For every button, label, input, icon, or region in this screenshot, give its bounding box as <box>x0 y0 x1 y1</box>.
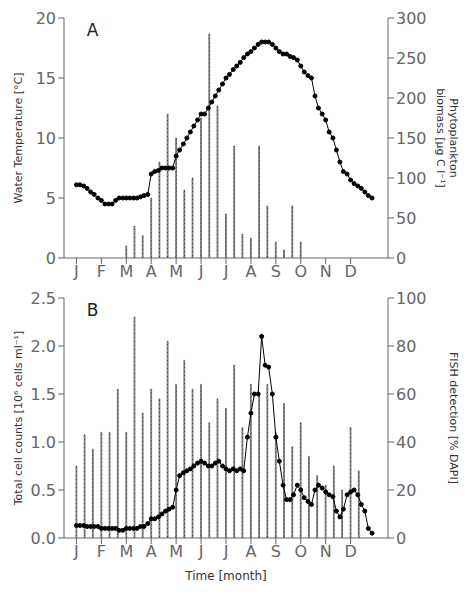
svg-text:F: F <box>97 262 106 281</box>
svg-text:M: M <box>169 542 183 561</box>
svg-text:S: S <box>271 262 281 281</box>
svg-text:A: A <box>146 542 157 561</box>
svg-text:S: S <box>271 542 281 561</box>
svg-text:O: O <box>294 542 307 561</box>
svg-text:N: N <box>320 542 332 561</box>
svg-text:200: 200 <box>396 89 427 108</box>
svg-text:20: 20 <box>36 9 56 28</box>
svg-text:1.0: 1.0 <box>31 433 56 452</box>
svg-text:0: 0 <box>46 249 56 268</box>
svg-text:50: 50 <box>396 209 416 228</box>
svg-text:Time [month]: Time [month] <box>184 569 267 583</box>
svg-text:100: 100 <box>396 169 427 188</box>
svg-text:FISH detection [% DAPI]: FISH detection [% DAPI] <box>447 352 460 484</box>
svg-text:A: A <box>245 542 256 561</box>
svg-text:Phytoplanktonbiomass [μg C l⁻¹: Phytoplanktonbiomass [μg C l⁻¹] <box>434 88 460 188</box>
svg-text:J: J <box>223 262 229 281</box>
svg-text:1.5: 1.5 <box>31 385 56 404</box>
svg-text:5: 5 <box>46 189 56 208</box>
svg-text:150: 150 <box>396 129 427 148</box>
svg-text:2.5: 2.5 <box>31 289 56 308</box>
svg-text:40: 40 <box>396 433 416 452</box>
svg-text:Total cell counts [10⁶ cells m: Total cell counts [10⁶ cells ml⁻¹] <box>12 331 25 507</box>
svg-text:M: M <box>169 262 183 281</box>
svg-text:20: 20 <box>396 481 416 500</box>
svg-text:0.5: 0.5 <box>31 481 56 500</box>
html-text:A: A <box>86 20 99 40</box>
svg-text:O: O <box>294 262 307 281</box>
svg-text:J: J <box>198 262 204 281</box>
svg-text:60: 60 <box>396 385 416 404</box>
svg-text:A: A <box>245 262 256 281</box>
html-text:B: B <box>86 300 99 320</box>
svg-text:250: 250 <box>396 49 427 68</box>
svg-text:80: 80 <box>396 337 416 356</box>
svg-text:M: M <box>119 542 133 561</box>
svg-text:F: F <box>97 542 106 561</box>
svg-text:J: J <box>73 262 79 281</box>
svg-text:D: D <box>344 262 356 281</box>
svg-text:2.0: 2.0 <box>31 337 56 356</box>
svg-text:100: 100 <box>396 289 427 308</box>
svg-text:J: J <box>198 542 204 561</box>
svg-text:0: 0 <box>396 249 406 268</box>
svg-text:J: J <box>223 542 229 561</box>
svg-text:15: 15 <box>36 69 56 88</box>
svg-text:0: 0 <box>396 529 406 548</box>
svg-text:0.0: 0.0 <box>31 529 56 548</box>
svg-text:Water Temperature [°C]: Water Temperature [°C] <box>12 73 25 204</box>
svg-text:D: D <box>344 542 356 561</box>
svg-text:300: 300 <box>396 9 427 28</box>
svg-text:A: A <box>146 262 157 281</box>
svg-text:J: J <box>73 542 79 561</box>
svg-text:N: N <box>320 262 332 281</box>
svg-text:M: M <box>119 262 133 281</box>
svg-text:10: 10 <box>36 129 56 148</box>
